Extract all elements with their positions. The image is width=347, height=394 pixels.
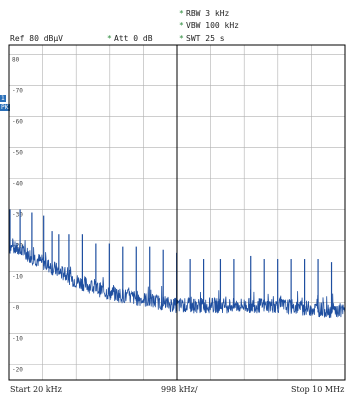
vbw-star: * xyxy=(179,21,184,30)
y-tick-label: -10 xyxy=(12,273,23,280)
start-frequency: Start 20 kHz xyxy=(10,385,62,394)
y-tick-label: -50 xyxy=(12,149,23,156)
vbw-label: VBW 100 kHz xyxy=(186,21,239,30)
y-tick-label: -70 xyxy=(12,87,23,94)
y-tick-label: -30 xyxy=(12,211,23,218)
y-tick-label: 80 xyxy=(12,56,20,63)
y-tick-label: -60 xyxy=(12,118,23,125)
rbw-label: RBW 3 kHz xyxy=(186,9,230,18)
attenuation: Att 0 dB xyxy=(114,34,153,43)
sweep-time: SWT 25 s xyxy=(186,34,225,43)
y-tick-label: -40 xyxy=(12,180,23,187)
trace-marker-pk[interactable]: PK xyxy=(0,104,10,111)
y-tick-label: -0 xyxy=(12,304,20,311)
stop-frequency: Stop 10 MHz xyxy=(291,385,345,394)
spur-peaks xyxy=(9,209,333,314)
y-tick-labels: 80-70-60-50-40-30-20-10-0-10-20 xyxy=(12,56,23,373)
ref-level: Ref 80 dBµV xyxy=(10,34,63,43)
trace-marker-1[interactable]: 1 xyxy=(0,95,6,102)
att-star: * xyxy=(107,34,112,43)
y-tick-label: -20 xyxy=(12,366,23,373)
y-tick-label: -10 xyxy=(12,335,23,342)
rbw-star: * xyxy=(179,9,184,18)
span-per-division: 998 kHz/ xyxy=(161,385,198,394)
swt-star: * xyxy=(179,34,184,43)
